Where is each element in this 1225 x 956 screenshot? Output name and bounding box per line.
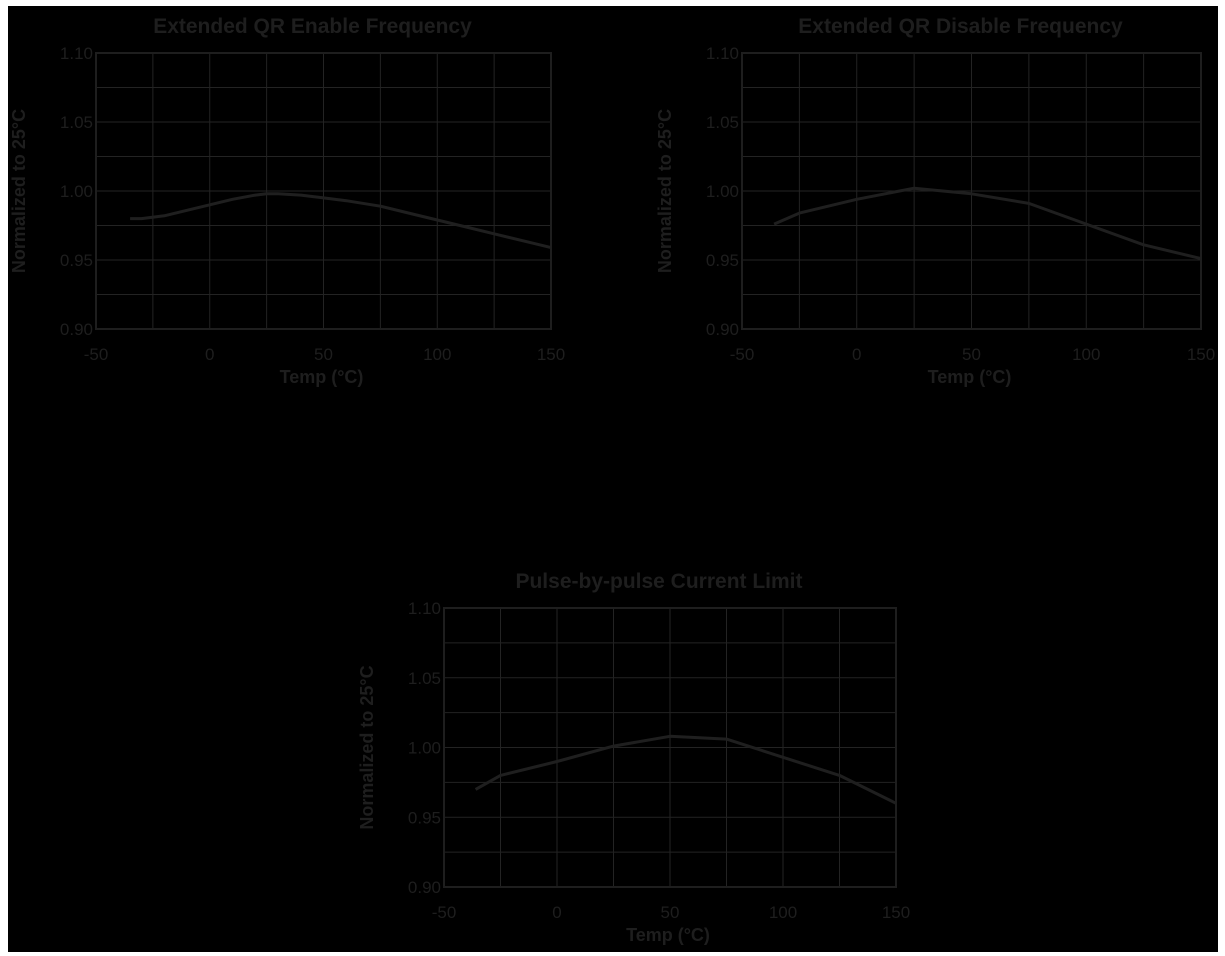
series-line-1 bbox=[474, 734, 897, 805]
x-tick-label: 150 bbox=[882, 903, 910, 922]
x-tick-label: 100 bbox=[1072, 345, 1100, 364]
plot-frame bbox=[95, 52, 552, 330]
y-tick-label: 1.05 bbox=[408, 669, 441, 688]
y-tick-label: 1.10 bbox=[706, 44, 739, 63]
chart-current-limit: -50 0 50 100 150 0.90 0.95 1.00 1.05 1.10 Pulse-by… bbox=[357, 570, 910, 945]
x-tick-label: 150 bbox=[1187, 345, 1215, 364]
chart-disable: -50 0 50 100 150 0.90 0.95 1.00 1.05 1.10 Extended… bbox=[655, 15, 1215, 387]
y-axis-title: Normalized to 25°C bbox=[357, 665, 377, 829]
y-tick-label: 1.10 bbox=[60, 44, 93, 63]
x-tick-label: 50 bbox=[314, 345, 333, 364]
x-tick-label: 150 bbox=[537, 345, 565, 364]
chart-title: Extended QR Enable Frequency bbox=[153, 15, 472, 38]
figure-canvas: -50 0 50 100 150 0.90 0.95 1.00 1.05 1.10 Extended… bbox=[8, 6, 1218, 952]
x-tick-label: -50 bbox=[730, 345, 755, 364]
y-tick-label: 1.00 bbox=[60, 182, 93, 201]
x-axis-title: Temp (°C) bbox=[280, 367, 364, 387]
x-tick-label: 0 bbox=[852, 345, 861, 364]
x-tick-label: -50 bbox=[84, 345, 109, 364]
chart-enable: -50 0 50 100 150 0.90 0.95 1.00 1.05 1.10 Extended… bbox=[9, 15, 565, 387]
y-axis-title: Normalized to 25°C bbox=[9, 109, 29, 273]
y-tick-label: 1.10 bbox=[408, 599, 441, 618]
x-tick-label: 50 bbox=[962, 345, 981, 364]
x-axis-title: Temp (°C) bbox=[626, 925, 710, 945]
chart-title: Pulse-by-pulse Current Limit bbox=[515, 570, 802, 593]
x-tick-label: 100 bbox=[423, 345, 451, 364]
y-tick-label: 0.95 bbox=[408, 808, 441, 827]
x-tick-label: 100 bbox=[769, 903, 797, 922]
plot-frame bbox=[443, 607, 897, 888]
x-tick-label: -50 bbox=[432, 903, 457, 922]
y-tick-label: 1.05 bbox=[60, 113, 93, 132]
y-tick-label: 1.00 bbox=[706, 182, 739, 201]
y-axis-title: Normalized to 25°C bbox=[655, 109, 675, 273]
y-tick-label: 1.00 bbox=[408, 739, 441, 758]
series-line-1 bbox=[773, 186, 1202, 261]
y-tick-label: 0.95 bbox=[60, 251, 93, 270]
x-tick-label: 0 bbox=[205, 345, 214, 364]
y-tick-label: 0.95 bbox=[706, 251, 739, 270]
y-tick-label: 0.90 bbox=[408, 878, 441, 897]
charts-svg: -50 0 50 100 150 0.90 0.95 1.00 1.05 1.10 Extended… bbox=[9, 15, 1215, 945]
chart-title: Extended QR Disable Frequency bbox=[798, 15, 1123, 38]
x-tick-label: 50 bbox=[661, 903, 680, 922]
y-tick-label: 0.90 bbox=[706, 320, 739, 339]
series-line-1 bbox=[130, 192, 552, 250]
y-tick-label: 0.90 bbox=[60, 320, 93, 339]
y-tick-label: 1.05 bbox=[706, 113, 739, 132]
x-axis-title: Temp (°C) bbox=[928, 367, 1012, 387]
plot-frame bbox=[741, 52, 1202, 330]
x-tick-label: 0 bbox=[552, 903, 561, 922]
